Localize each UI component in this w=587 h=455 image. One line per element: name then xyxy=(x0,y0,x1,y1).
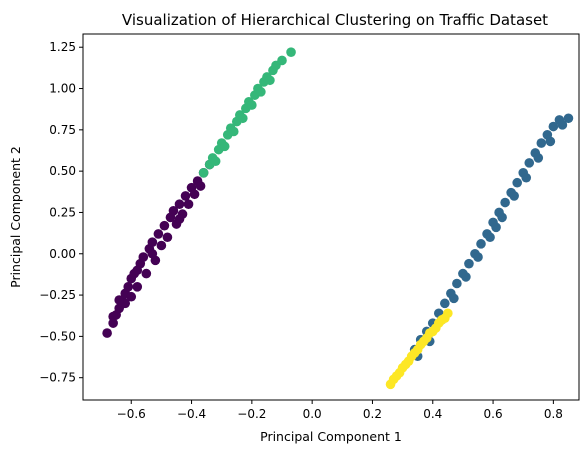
cluster-0-point xyxy=(132,282,143,292)
x-tick-label: 0.6 xyxy=(484,407,503,421)
cluster-1-point xyxy=(563,113,574,124)
cluster-2-point xyxy=(198,167,209,178)
y-tick-label: 0.25 xyxy=(49,205,76,219)
x-axis: −0.6 −0.4 −0.2 0.0 0.2 0.4 0.6 0.8 xyxy=(117,400,563,421)
cluster-0-point xyxy=(153,229,164,239)
cluster-1-point xyxy=(461,272,471,282)
cluster-2-series xyxy=(198,47,296,178)
cluster-1-point xyxy=(521,172,532,183)
cluster-0-point xyxy=(174,214,185,224)
y-tick-label: 1.25 xyxy=(49,40,76,54)
cluster-3-point xyxy=(418,336,429,347)
cluster-2-point xyxy=(228,126,239,137)
cluster-2-point xyxy=(210,156,221,167)
cluster-1-point xyxy=(497,212,507,223)
cluster-0-point xyxy=(180,191,191,201)
cluster-2-point xyxy=(219,141,230,152)
cluster-1-point xyxy=(545,136,556,147)
cluster-1-point xyxy=(536,138,547,148)
y-tick-label: 0.00 xyxy=(49,247,76,261)
cluster-3-point xyxy=(427,326,438,337)
cluster-0-point xyxy=(147,248,158,259)
cluster-3-point xyxy=(409,348,420,358)
cluster-1-series xyxy=(409,113,574,362)
y-tick-label: −0.75 xyxy=(39,371,76,385)
cluster-1-point xyxy=(500,197,510,208)
cluster-1-point xyxy=(485,232,495,243)
cluster-3-point xyxy=(443,308,453,319)
cluster-3-point xyxy=(400,359,411,370)
cluster-1-point xyxy=(440,298,450,309)
plot-frame xyxy=(82,33,580,401)
x-tick-label: −0.4 xyxy=(177,407,206,421)
points-layer xyxy=(102,47,574,390)
cluster-1-point xyxy=(509,191,519,201)
x-tick-label: 0.8 xyxy=(544,407,563,421)
cluster-2-point xyxy=(277,55,287,66)
cluster-0-point xyxy=(108,311,118,322)
cluster-1-point xyxy=(464,258,474,269)
y-tick-label: 0.50 xyxy=(49,164,76,178)
x-tick-label: −0.6 xyxy=(117,407,146,421)
y-axis: −0.75 −0.50 −0.25 0.00 0.25 0.50 0.75 1.00 1.25 xyxy=(39,40,83,385)
y-tick-label: −0.25 xyxy=(39,288,76,302)
cluster-2-point xyxy=(265,75,275,86)
x-axis-label: Principal Component 1 xyxy=(260,429,402,444)
cluster-3-point xyxy=(391,371,402,381)
cluster-1-point xyxy=(524,158,535,168)
cluster-0-point xyxy=(141,268,152,279)
cluster-1-point xyxy=(476,239,486,249)
chart-title: Visualization of Hierarchical Clustering… xyxy=(122,11,548,29)
cluster-1-point xyxy=(557,120,568,130)
cluster-0-point xyxy=(183,199,194,209)
y-axis-label: Principal Component 2 xyxy=(8,146,23,288)
cluster-0-point xyxy=(138,252,149,262)
cluster-1-point xyxy=(452,278,462,289)
cluster-1-point xyxy=(473,252,483,262)
y-tick-label: 1.00 xyxy=(49,82,76,96)
cluster-0-point xyxy=(195,181,206,191)
cluster-1-point xyxy=(449,293,459,304)
cluster-0-series xyxy=(102,159,215,338)
cluster-2-point xyxy=(256,87,266,97)
cluster-1-point xyxy=(548,121,559,132)
cluster-0-point xyxy=(168,206,179,216)
y-tick-label: 0.75 xyxy=(49,123,76,137)
x-tick-label: 0.0 xyxy=(303,407,322,421)
cluster-0-point xyxy=(108,318,118,328)
cluster-1-point xyxy=(512,177,522,188)
cluster-0-point xyxy=(156,240,167,251)
cluster-0-point xyxy=(174,199,185,209)
cluster-0-point xyxy=(102,328,112,338)
cluster-0-point xyxy=(123,282,134,292)
x-tick-label: 0.4 xyxy=(423,407,442,421)
x-tick-label: 0.2 xyxy=(363,407,382,421)
cluster-0-point xyxy=(147,237,158,247)
cluster-1-point xyxy=(491,222,501,233)
x-tick-label: −0.2 xyxy=(237,407,266,421)
y-tick-label: −0.50 xyxy=(39,329,76,343)
cluster-0-point xyxy=(126,291,137,302)
cluster-0-point xyxy=(114,295,124,305)
cluster-2-point xyxy=(238,113,248,124)
cluster-1-point xyxy=(533,153,544,163)
cluster-0-point xyxy=(132,265,143,276)
cluster-3-series xyxy=(385,308,453,390)
cluster-3-point xyxy=(437,315,447,325)
cluster-2-point xyxy=(247,100,257,110)
cluster-0-point xyxy=(159,220,170,231)
cluster-2-point xyxy=(286,47,296,57)
cluster-0-point xyxy=(162,232,173,243)
cluster-0-point xyxy=(189,189,200,200)
